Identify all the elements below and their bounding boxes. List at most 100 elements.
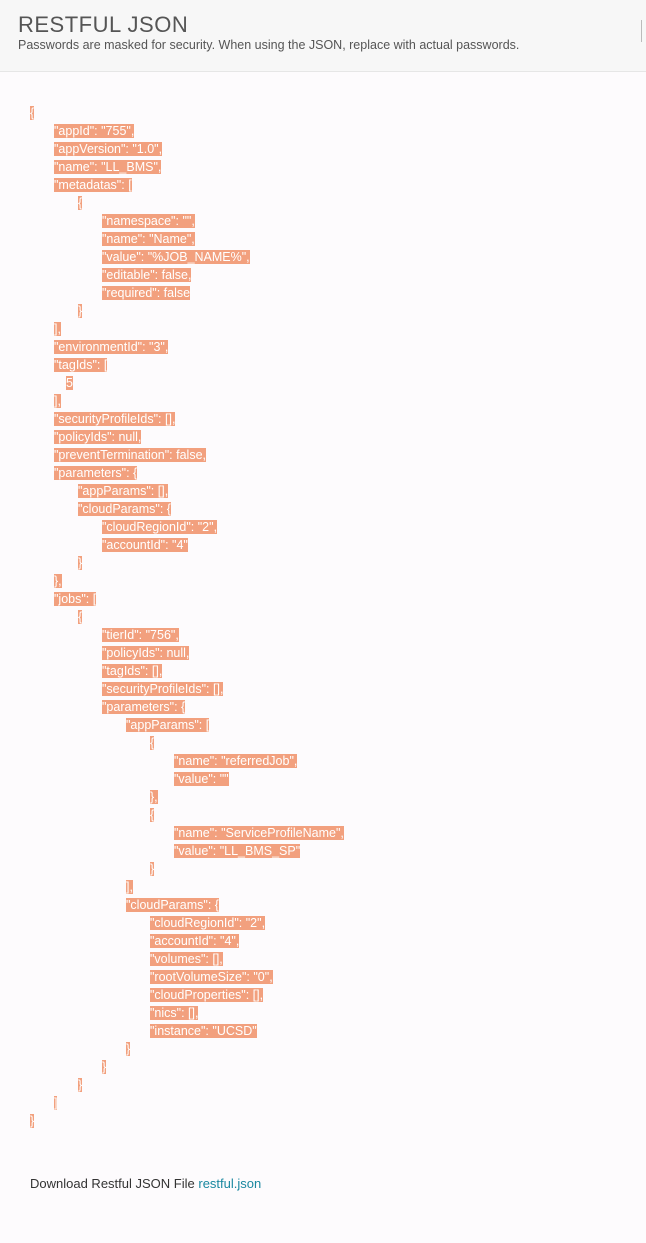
json-line: "accountId": "4" <box>30 536 450 554</box>
json-line-text: "value": "" <box>174 772 229 786</box>
json-line-text: "environmentId": "3", <box>54 340 169 354</box>
json-line: ], <box>30 878 450 896</box>
json-line: } <box>30 302 450 320</box>
json-line: "accountId": "4", <box>30 932 450 950</box>
json-line: "required": false <box>30 284 450 302</box>
json-line: "tagIds": [ <box>30 356 450 374</box>
json-line-text: "accountId": "4" <box>102 538 188 552</box>
json-line: "appId": "755", <box>30 122 450 140</box>
json-line-text: }, <box>150 790 158 804</box>
json-line-text: "name": "referredJob", <box>174 754 298 768</box>
json-line: 5 <box>30 374 450 392</box>
download-section: Download Restful JSON File restful.json <box>30 1176 261 1191</box>
json-line-text: { <box>150 808 155 822</box>
page-subtitle: Passwords are masked for security. When … <box>18 38 520 52</box>
json-line-text: ] <box>54 1096 58 1110</box>
json-line: "securityProfileIds": [], <box>30 680 450 698</box>
json-line: ], <box>30 392 450 410</box>
json-line: "parameters": { <box>30 698 450 716</box>
json-line-text: "preventTermination": false, <box>54 448 207 462</box>
json-line-text: } <box>126 1042 131 1056</box>
json-line: } <box>30 554 450 572</box>
json-line: { <box>30 806 450 824</box>
json-line: } <box>30 1112 450 1130</box>
json-line: "cloudRegionId": "2", <box>30 518 450 536</box>
json-line: "tagIds": [], <box>30 662 450 680</box>
json-line-text: "namespace": "", <box>102 214 195 228</box>
json-line: "tierId": "756", <box>30 626 450 644</box>
json-line: "metadatas": [ <box>30 176 450 194</box>
json-line-text: "tagIds": [], <box>102 664 163 678</box>
json-line: "namespace": "", <box>30 212 450 230</box>
json-line: ], <box>30 320 450 338</box>
json-line-text: ], <box>126 880 133 894</box>
json-line: "cloudParams": { <box>30 500 450 518</box>
json-line-text: { <box>78 610 83 624</box>
json-line: { <box>30 104 450 122</box>
json-line: "name": "LL_BMS", <box>30 158 450 176</box>
json-line-text: "appParams": [], <box>78 484 169 498</box>
json-line: { <box>30 194 450 212</box>
json-line-text: "editable": false, <box>102 268 192 282</box>
json-line-text: "tagIds": [ <box>54 358 108 372</box>
json-line: "cloudProperties": [], <box>30 986 450 1004</box>
json-line-text: } <box>78 304 83 318</box>
scroll-edge-indicator <box>641 20 646 42</box>
json-line: { <box>30 608 450 626</box>
json-line: "securityProfileIds": [], <box>30 410 450 428</box>
json-line-text: "cloudRegionId": "2", <box>150 916 266 930</box>
json-line-text: "cloudProperties": [], <box>150 988 264 1002</box>
json-line: ] <box>30 1094 450 1112</box>
json-line: "nics": [], <box>30 1004 450 1022</box>
json-line-text: "parameters": { <box>102 700 186 714</box>
json-code-block[interactable]: {"appId": "755", "appVersion": "1.0", "nam… <box>30 104 450 1130</box>
json-line: "value": "" <box>30 770 450 788</box>
json-line: "jobs": [ <box>30 590 450 608</box>
json-line-text: } <box>150 862 155 876</box>
json-line-text: { <box>150 736 155 750</box>
json-line: "name": "ServiceProfileName", <box>30 824 450 842</box>
json-line-text: "nics": [], <box>150 1006 199 1020</box>
json-line-text: } <box>78 1078 83 1092</box>
download-json-link[interactable]: restful.json <box>198 1176 262 1191</box>
json-line-text: "instance": "UCSD" <box>150 1024 257 1038</box>
json-line-text: "accountId": "4", <box>150 934 240 948</box>
json-line: "policyIds": null, <box>30 644 450 662</box>
json-line-text: "volumes": [], <box>150 952 223 966</box>
json-line-text: "metadatas": [ <box>54 178 132 192</box>
json-line-text: "policyIds": null, <box>54 430 142 444</box>
json-line-text: "appVersion": "1.0", <box>54 142 163 156</box>
json-line: "appParams": [], <box>30 482 450 500</box>
json-line-text: "name": "Name", <box>102 232 195 246</box>
json-line: } <box>30 1076 450 1094</box>
json-line-text: "name": "ServiceProfileName", <box>174 826 344 840</box>
json-line: "environmentId": "3", <box>30 338 450 356</box>
json-line-text: } <box>102 1060 107 1074</box>
json-line: "instance": "UCSD" <box>30 1022 450 1040</box>
json-line: "appVersion": "1.0", <box>30 140 450 158</box>
json-line: { <box>30 734 450 752</box>
json-line-text: "value": "LL_BMS_SP" <box>174 844 301 858</box>
download-label: Download Restful JSON File <box>30 1176 195 1191</box>
json-line-text: "jobs": [ <box>54 592 97 606</box>
json-line-text: "name": "LL_BMS", <box>54 160 162 174</box>
json-line: "cloudRegionId": "2", <box>30 914 450 932</box>
json-line-text: } <box>30 1114 35 1128</box>
json-line: "parameters": { <box>30 464 450 482</box>
json-line: "value": "LL_BMS_SP" <box>30 842 450 860</box>
page-header: RESTFUL JSON Passwords are masked for se… <box>0 0 646 72</box>
json-line-text: }, <box>54 574 62 588</box>
json-line-text: "value": "%JOB_NAME%", <box>102 250 250 264</box>
json-line: } <box>30 860 450 878</box>
json-line: "rootVolumeSize": "0", <box>30 968 450 986</box>
json-line: "editable": false, <box>30 266 450 284</box>
json-line-text: "securityProfileIds": [], <box>102 682 224 696</box>
json-line-text: ], <box>54 394 61 408</box>
json-line-text: ], <box>54 322 61 336</box>
json-line-text: "rootVolumeSize": "0", <box>150 970 273 984</box>
page-title: RESTFUL JSON <box>18 12 189 37</box>
json-line-text: } <box>78 556 83 570</box>
json-line: "appParams": [ <box>30 716 450 734</box>
json-line-text: { <box>78 196 83 210</box>
json-line: "policyIds": null, <box>30 428 450 446</box>
